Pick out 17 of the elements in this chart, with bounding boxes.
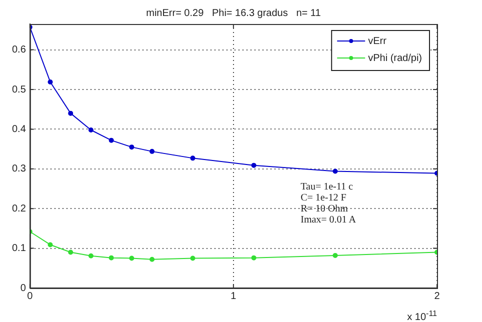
y-tick-label: 0 <box>20 282 26 294</box>
chart-title: minErr= 0.29 Phi= 16.3 gradus n= 11 <box>146 8 322 19</box>
annotation: Imax= 0.01 A <box>300 214 357 226</box>
x-tick-label: 0 <box>27 290 34 302</box>
y-tick-label: 0.1 <box>12 243 26 254</box>
annotation: R= 10 Ohm <box>300 203 348 214</box>
legend-label: vPhi (rad/pi) <box>368 52 422 64</box>
legend-label: vErr <box>368 36 388 47</box>
y-tick-label: 0.4 <box>12 124 26 135</box>
x-tick-label: 2 <box>434 290 440 302</box>
y-tick-label: 0.5 <box>12 84 26 96</box>
annotation: C= 1e-12 F <box>300 192 347 204</box>
x-tick-label: 1 <box>230 290 237 302</box>
annotation: Tau= 1e-11 c <box>300 181 354 192</box>
y-tick-label: 0.2 <box>12 203 26 214</box>
y-tick-label: 0.3 <box>12 164 26 175</box>
y-tick-label: 0.6 <box>12 44 26 56</box>
